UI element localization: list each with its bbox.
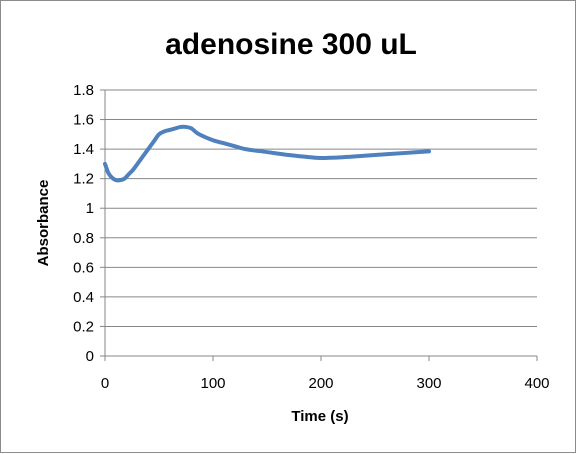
y-tick-label: 0.8 (73, 230, 94, 247)
x-tick-label: 300 (416, 375, 441, 392)
x-tick-label: 0 (101, 375, 109, 392)
axes (100, 89, 538, 361)
gridlines (105, 89, 537, 327)
tick-labels: 0 0.2 0.4 0.6 0.8 1 1.2 1.4 1.6 1.8 0 100 200 300 400 (73, 82, 549, 392)
series-layer (103, 124, 431, 183)
y-tick-label: 1.8 (73, 82, 94, 99)
y-axis-label: Absorbance (35, 180, 52, 267)
x-axis-label: Time (s) (291, 408, 348, 425)
y-tick-label: 1.4 (73, 141, 94, 158)
y-tick-label: 0.2 (73, 318, 94, 335)
x-tick-label: 400 (524, 375, 549, 392)
x-tick-label: 100 (200, 375, 225, 392)
chart-title: adenosine 300 uL (165, 28, 417, 61)
y-tick-label: 0.6 (73, 259, 94, 276)
series-line (103, 124, 431, 183)
y-tick-label: 1 (86, 200, 94, 217)
x-tick-label: 200 (308, 375, 333, 392)
y-tick-label: 0 (86, 348, 94, 365)
y-tick-label: 0.4 (73, 289, 94, 306)
y-tick-label: 1.6 (73, 112, 94, 129)
y-tick-label: 1.2 (73, 171, 94, 188)
